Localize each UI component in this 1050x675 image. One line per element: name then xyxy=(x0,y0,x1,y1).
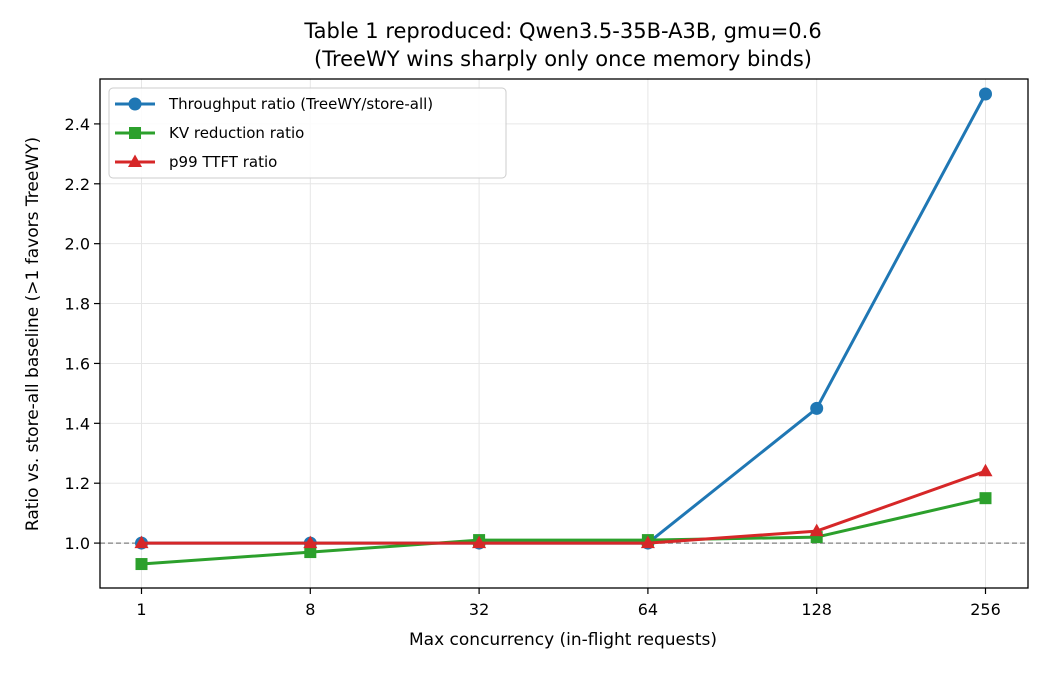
data-point-marker xyxy=(979,492,992,505)
legend-label: KV reduction ratio xyxy=(169,124,304,142)
x-tick-label: 256 xyxy=(970,600,1001,619)
x-tick-label: 128 xyxy=(801,600,832,619)
y-tick-label: 2.4 xyxy=(65,115,90,134)
data-point-marker xyxy=(304,546,317,559)
x-tick-label: 64 xyxy=(638,600,658,619)
legend-marker xyxy=(129,127,141,139)
chart-subtitle: (TreeWY wins sharply only once memory bi… xyxy=(314,47,812,71)
series-line-2 xyxy=(141,496,986,566)
plot-frame xyxy=(99,78,1029,589)
data-point-marker xyxy=(472,535,487,549)
legend-box xyxy=(108,87,507,179)
data-point-marker xyxy=(640,535,655,549)
chart-title: Table 1 reproduced: Qwen3.5-35B-A3B, gmu… xyxy=(303,19,821,43)
legend-label: p99 TTFT ratio xyxy=(169,153,277,171)
y-axis-label: Ratio vs. store-all baseline (>1 favors … xyxy=(23,137,43,531)
series-line-3 xyxy=(141,469,987,545)
legend-marker xyxy=(128,97,142,111)
x-tick-label: 8 xyxy=(305,600,315,619)
y-tick-label: 1.0 xyxy=(65,534,90,553)
legend: Throughput ratio (TreeWY/store-all) KV re… xyxy=(108,87,507,179)
y-tick-label: 1.6 xyxy=(65,354,90,373)
x-tick-label: 1 xyxy=(136,600,146,619)
data-point-marker xyxy=(979,87,992,101)
data-point-marker xyxy=(135,558,148,571)
data-point-marker xyxy=(809,523,824,537)
y-tick-label: 1.4 xyxy=(65,414,90,433)
y-tick-label: 2.2 xyxy=(65,175,90,194)
legend-label: Throughput ratio (TreeWY/store-all) xyxy=(168,95,433,113)
x-axis-label: Max concurrency (in-flight requests) xyxy=(409,630,717,650)
x-tick-label: 32 xyxy=(469,600,489,619)
data-point-marker xyxy=(303,535,318,549)
y-tick-label: 2.0 xyxy=(65,235,90,254)
y-tick-label: 1.2 xyxy=(65,474,90,493)
data-point-marker xyxy=(810,401,824,415)
y-tick-label: 1.8 xyxy=(65,295,90,314)
legend-marker xyxy=(128,154,142,167)
data-point-marker xyxy=(134,535,149,549)
data-point-marker xyxy=(978,463,993,477)
